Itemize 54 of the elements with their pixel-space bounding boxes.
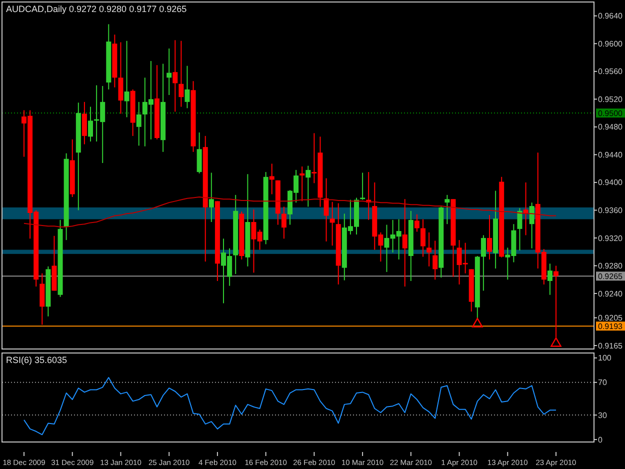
- candlestick: [360, 172, 366, 200]
- candlestick: [196, 132, 202, 174]
- candlestick: [487, 214, 492, 260]
- candlestick: [88, 106, 93, 142]
- y-tick-label: 0.9560: [598, 67, 624, 76]
- candlestick: [208, 172, 214, 222]
- candlestick: [529, 202, 534, 249]
- candlestick: [523, 182, 528, 236]
- candlestick: [414, 214, 420, 232]
- candlestick: [480, 234, 486, 292]
- candlestick: [184, 65, 190, 109]
- y-tick-label: 70: [598, 378, 608, 388]
- candlestick: [40, 272, 45, 326]
- chart-title: RSI(6) 35.6035: [6, 355, 68, 365]
- candlestick: [432, 240, 438, 280]
- y-tick-label: 0.9320: [598, 234, 624, 243]
- y-tick-label: 0.9280: [598, 262, 624, 271]
- candlestick: [444, 194, 450, 225]
- candlestick: [402, 198, 408, 288]
- candlestick: [124, 40, 130, 118]
- candlestick: [82, 101, 87, 145]
- y-tick-label: 0.9240: [598, 289, 624, 298]
- y-tick-label: 0.9205: [598, 314, 624, 323]
- candlestick: [136, 101, 142, 146]
- ref-line-label: 0.9500: [598, 108, 624, 118]
- candlestick: [324, 178, 329, 242]
- y-tick-label: 30: [598, 410, 608, 420]
- y-tick-label: 0.9480: [598, 122, 624, 132]
- y-tick-label: 0.9640: [598, 12, 624, 21]
- candlestick: [269, 163, 274, 195]
- y-tick-label: 0.9520: [598, 94, 624, 104]
- chart-title: AUDCAD,Daily 0.9272 0.9280 0.9177 0.9265: [6, 4, 187, 14]
- candlestick: [330, 201, 335, 246]
- y-tick-label: 0.9165: [598, 341, 624, 350]
- y-tick-label: 0: [598, 435, 603, 444]
- y-tick-label: 0.9360: [598, 206, 624, 215]
- candlestick: [172, 40, 178, 112]
- candlestick: [426, 232, 432, 267]
- y-tick-label: 100: [598, 354, 612, 363]
- candlestick: [420, 218, 426, 258]
- candlestick: [281, 206, 286, 240]
- y-tick-label: 0.9600: [598, 39, 624, 48]
- candlestick: [300, 166, 305, 202]
- candlestick: [306, 165, 311, 208]
- ref-line-label: 0.9265: [598, 272, 624, 281]
- ref-line-label: 0.9193: [598, 322, 624, 331]
- candlestick: [166, 48, 172, 96]
- y-tick-label: 0.9440: [598, 150, 624, 160]
- candlestick: [178, 40, 184, 108]
- candlestick: [118, 42, 124, 114]
- candlestick: [517, 208, 522, 251]
- y-tick-label: 0.9400: [598, 178, 624, 188]
- candlestick: [547, 263, 552, 296]
- line-series: [24, 376, 556, 436]
